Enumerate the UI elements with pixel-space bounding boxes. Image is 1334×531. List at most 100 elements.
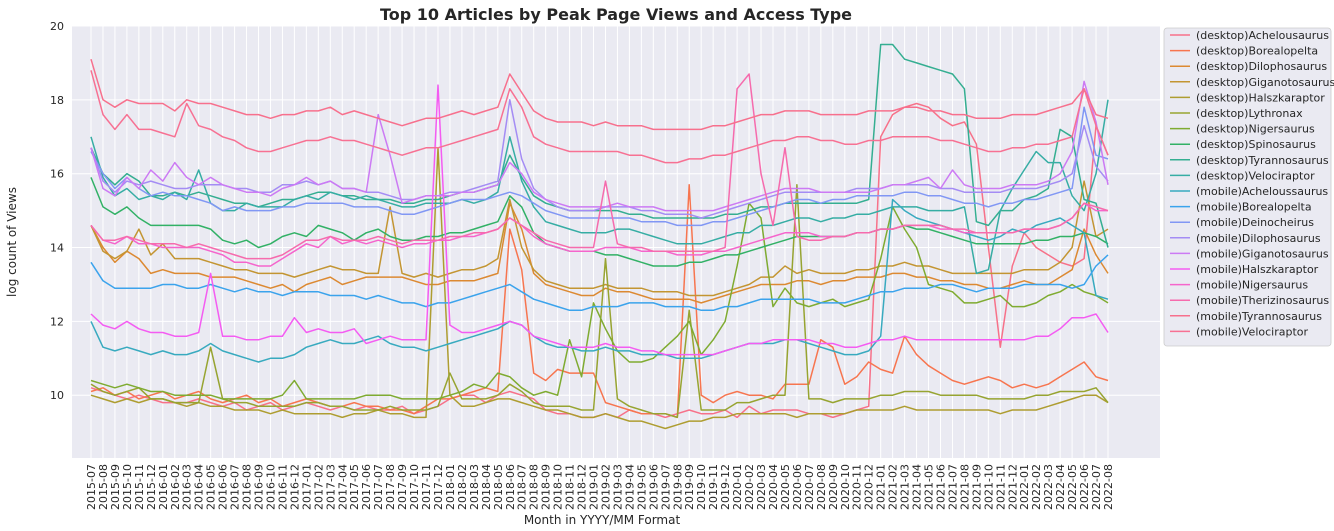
- x-tick-label: 2020-09: [827, 464, 840, 510]
- x-tick-label: 2016-12: [288, 464, 301, 510]
- series-line: [90, 99, 1109, 275]
- x-tick-label: 2021-06: [934, 464, 947, 510]
- x-tick-label: 2017-07: [372, 464, 385, 510]
- x-tick-label: 2019-02: [599, 464, 612, 510]
- x-tick-label: 2020-02: [743, 464, 756, 510]
- x-tick-label: 2022-08: [1102, 464, 1115, 510]
- x-tick-label: 2017-10: [408, 464, 421, 510]
- x-tick-label: 2019-03: [611, 464, 624, 510]
- x-tick-label: 2015-09: [109, 464, 122, 510]
- legend-entry: (desktop)Borealopelta: [1196, 45, 1318, 58]
- series-line: [90, 147, 1109, 430]
- y-axis-label: log count of Views: [5, 187, 19, 297]
- series-line: [90, 202, 1108, 267]
- x-tick-label: 2022-07: [1090, 464, 1103, 510]
- x-tick-label: 2022-04: [1054, 464, 1067, 510]
- series-line: [90, 177, 1109, 267]
- x-tick-label: 2019-04: [623, 464, 636, 510]
- x-tick-label: 2015-10: [121, 464, 134, 510]
- x-tick-label: 2015-07: [85, 464, 98, 510]
- y-tick-label: 18: [50, 94, 64, 107]
- x-tick-label: 2018-11: [564, 464, 577, 510]
- x-tick-label: 2019-11: [707, 464, 720, 510]
- legend-entry: (mobile)Borealopelta: [1196, 201, 1312, 214]
- x-tick-label: 2018-03: [468, 464, 481, 510]
- x-tick-label: 2020-08: [815, 464, 828, 510]
- plot-background: [72, 26, 1160, 458]
- x-tick-label: 2016-06: [217, 464, 230, 510]
- x-tick-label: 2021-12: [1006, 464, 1019, 510]
- x-tick-label: 2016-03: [181, 464, 194, 510]
- series-line: [90, 80, 1109, 212]
- x-tick-label: 2018-09: [540, 464, 553, 510]
- x-tick-label: 2019-05: [635, 464, 648, 510]
- x-tick-label: 2018-05: [492, 464, 505, 510]
- series-line: [90, 58, 1109, 131]
- x-tick-label: 2016-08: [241, 464, 254, 510]
- x-tick-label: 2020-06: [791, 464, 804, 510]
- legend-entry: (mobile)Dilophosaurus: [1196, 232, 1321, 245]
- series-line: [90, 73, 1109, 260]
- x-tick-label: 2016-04: [193, 464, 206, 510]
- y-tick-label: 10: [50, 389, 64, 402]
- x-tick-label: 2018-07: [516, 464, 529, 510]
- x-tick-label: 2015-12: [145, 464, 158, 510]
- x-tick-label: 2021-08: [958, 464, 971, 510]
- series-line: [90, 70, 1109, 164]
- x-tick-label: 2017-12: [432, 464, 445, 510]
- chart-title: Top 10 Articles by Peak Page Views and A…: [380, 5, 852, 24]
- x-tick-label: 2021-11: [994, 464, 1007, 510]
- x-tick-label: 2020-03: [755, 464, 768, 510]
- y-tick-label: 14: [50, 242, 64, 255]
- x-tick-label: 2020-07: [803, 464, 816, 510]
- x-tick-label: 2017-05: [348, 464, 361, 510]
- series-line: [90, 84, 1109, 356]
- x-tick-label: 2017-02: [312, 464, 325, 510]
- x-tick-label: 2016-02: [169, 464, 182, 510]
- x-tick-label: 2020-11: [851, 464, 864, 510]
- legend-entry: (desktop)Nigersaurus: [1196, 123, 1315, 136]
- legend-entry: (mobile)Acheloussaurus: [1196, 185, 1328, 198]
- series-line: [90, 184, 1109, 419]
- x-tick-label: 2017-06: [360, 464, 373, 510]
- series-lines: [90, 43, 1109, 430]
- x-tick-label: 2017-04: [336, 464, 349, 510]
- legend-entry: (desktop)Velociraptor: [1196, 169, 1315, 182]
- legend-entry: (mobile)Velociraptor: [1196, 325, 1309, 338]
- x-tick-label: 2017-09: [396, 464, 409, 510]
- x-tick-label: 2020-01: [731, 464, 744, 510]
- x-gridlines: [90, 26, 1109, 458]
- x-tick-label: 2020-04: [767, 464, 780, 510]
- x-tick-label: 2020-12: [863, 464, 876, 510]
- x-tick-label: 2016-07: [229, 464, 242, 510]
- legend-entry: (mobile)Tyrannosaurus: [1196, 310, 1322, 323]
- x-tick-label: 2021-04: [911, 464, 924, 510]
- legend-entry: (desktop)Spinosaurus: [1196, 138, 1316, 151]
- x-tick-label: 2017-03: [324, 464, 337, 510]
- y-tick-label: 20: [50, 20, 64, 33]
- legend-entry: (desktop)Dilophosaurus: [1196, 60, 1327, 73]
- x-tick-label: 2022-05: [1066, 464, 1079, 510]
- x-tick-label: 2019-01: [588, 464, 601, 510]
- legend-entry: (desktop)Tyrannosaurus: [1196, 154, 1329, 167]
- x-tick-label: 2018-02: [456, 464, 469, 510]
- x-tick-label: 2019-08: [671, 464, 684, 510]
- series-line: [90, 254, 1109, 312]
- x-tick-label: 2017-01: [300, 464, 313, 510]
- series-line: [90, 202, 1109, 400]
- legend: (desktop)Achelousaurus (desktop)Borealope…: [1163, 27, 1334, 347]
- x-tick-label: 2015-11: [133, 464, 146, 510]
- x-tick-label: 2019-07: [659, 464, 672, 510]
- x-tick-label: 2021-02: [887, 464, 900, 510]
- x-tick-label: 2018-10: [552, 464, 565, 510]
- x-tick-label: 2022-02: [1030, 464, 1043, 510]
- x-tick-label: 2017-11: [420, 464, 433, 510]
- x-tick-label: 2022-03: [1042, 464, 1055, 510]
- x-tick-label: 2022-01: [1018, 464, 1031, 510]
- x-tick-label: 2020-10: [839, 464, 852, 510]
- x-tick-label: 2016-01: [157, 464, 170, 510]
- legend-entry: (mobile)Halszkaraptor: [1196, 263, 1319, 276]
- x-tick-label: 2015-08: [97, 464, 110, 510]
- x-tick-label: 2020-05: [779, 464, 792, 510]
